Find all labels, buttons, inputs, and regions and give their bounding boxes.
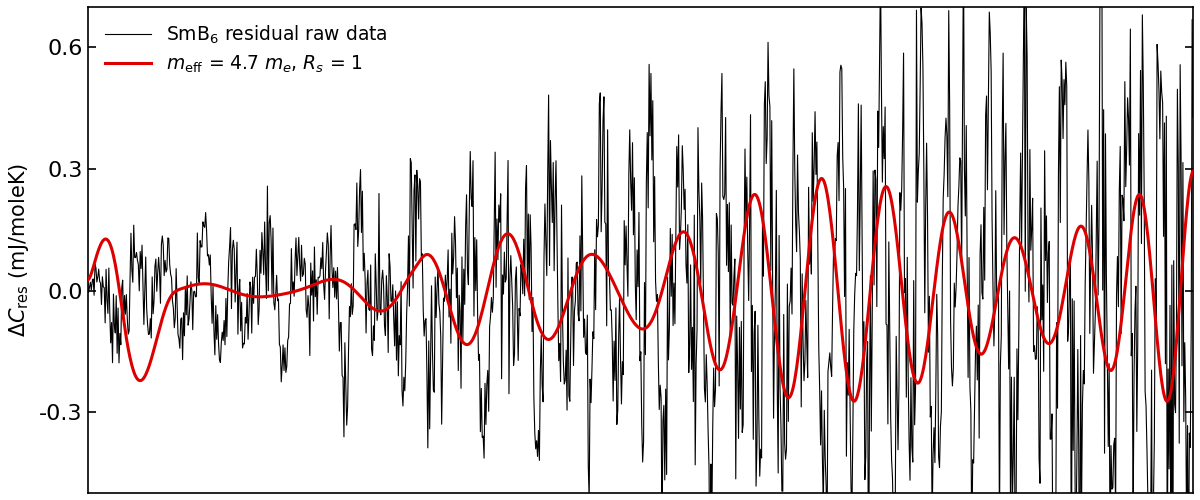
Y-axis label: $\Delta C_{\rm res}$ (mJ/moleK): $\Delta C_{\rm res}$ (mJ/moleK) [7,163,31,337]
Legend: SmB$_6$ residual raw data, $m_{\rm eff}$ = 4.7 $m_e$, $R_s$ = 1: SmB$_6$ residual raw data, $m_{\rm eff}$… [97,16,396,82]
Line: $m_{\rm eff}$ = 4.7 $m_e$, $R_s$ = 1: $m_{\rm eff}$ = 4.7 $m_e$, $R_s$ = 1 [88,172,1193,402]
Line: SmB$_6$ residual raw data: SmB$_6$ residual raw data [88,0,1193,500]
$m_{\rm eff}$ = 4.7 $m_e$, $R_s$ = 1 [684,242,698,248]
SmB$_6$ residual raw data [452,308,467,314]
SmB$_6$ residual raw data [80,277,95,283]
$m_{\rm eff}$ = 4.7 $m_e$, $R_s$ = 1 [1160,398,1175,404]
SmB$_6$ residual raw data [227,246,241,252]
SmB$_6$ residual raw data [661,357,676,363]
SmB$_6$ residual raw data [684,366,698,372]
SmB$_6$ residual raw data [560,407,575,413]
$m_{\rm eff}$ = 4.7 $m_e$, $R_s$ = 1 [80,277,95,283]
$m_{\rm eff}$ = 4.7 $m_e$, $R_s$ = 1 [227,288,241,294]
$m_{\rm eff}$ = 4.7 $m_e$, $R_s$ = 1 [452,334,467,340]
$m_{\rm eff}$ = 4.7 $m_e$, $R_s$ = 1 [1186,168,1200,174]
SmB$_6$ residual raw data [1186,114,1200,120]
$m_{\rm eff}$ = 4.7 $m_e$, $R_s$ = 1 [661,264,676,270]
$m_{\rm eff}$ = 4.7 $m_e$, $R_s$ = 1 [560,300,575,306]
$m_{\rm eff}$ = 4.7 $m_e$, $R_s$ = 1 [266,292,281,298]
SmB$_6$ residual raw data [266,300,281,306]
